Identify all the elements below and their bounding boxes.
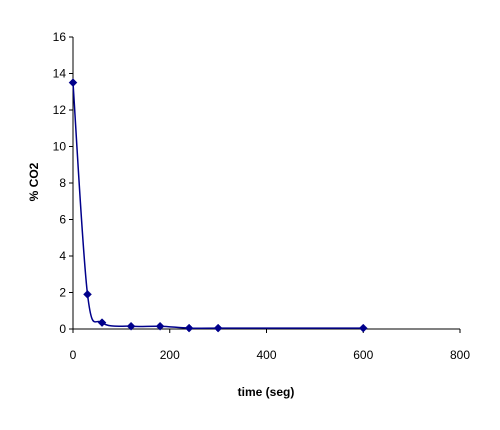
y-tick-label: 10 [53,140,67,154]
y-tick-label: 14 [53,67,67,81]
x-tick-label: 600 [353,348,373,362]
x-axis-label: time (seg) [238,385,295,399]
data-point-marker [358,323,368,333]
x-tick-label: 400 [256,348,276,362]
data-point-marker [83,289,92,299]
data-point-marker [97,318,107,327]
data-point-marker [184,323,194,333]
data-point-marker [68,78,78,87]
y-tick-label: 16 [53,30,67,44]
data-point-marker [126,321,136,331]
data-point-marker [155,321,165,331]
y-tick-label: 8 [59,176,66,190]
y-tick-label: 6 [59,213,66,227]
y-tick-label: 2 [59,286,66,300]
y-ticks: 0 2 4 6 8 10 12 14 16 [53,30,73,336]
y-tick-label: 12 [53,103,67,117]
axes [72,37,460,330]
series-line [72,82,364,329]
series-group [68,78,368,333]
y-tick-label: 0 [59,322,66,336]
x-tick-label: 200 [160,348,180,362]
y-axis-label: % CO2 [27,162,41,201]
data-point-marker [213,323,223,333]
y-tick-label: 4 [59,249,66,263]
x-tick-label: 0 [70,348,77,362]
x-ticks: 0 200 400 600 800 [70,329,470,362]
x-tick-label: 800 [450,348,470,362]
